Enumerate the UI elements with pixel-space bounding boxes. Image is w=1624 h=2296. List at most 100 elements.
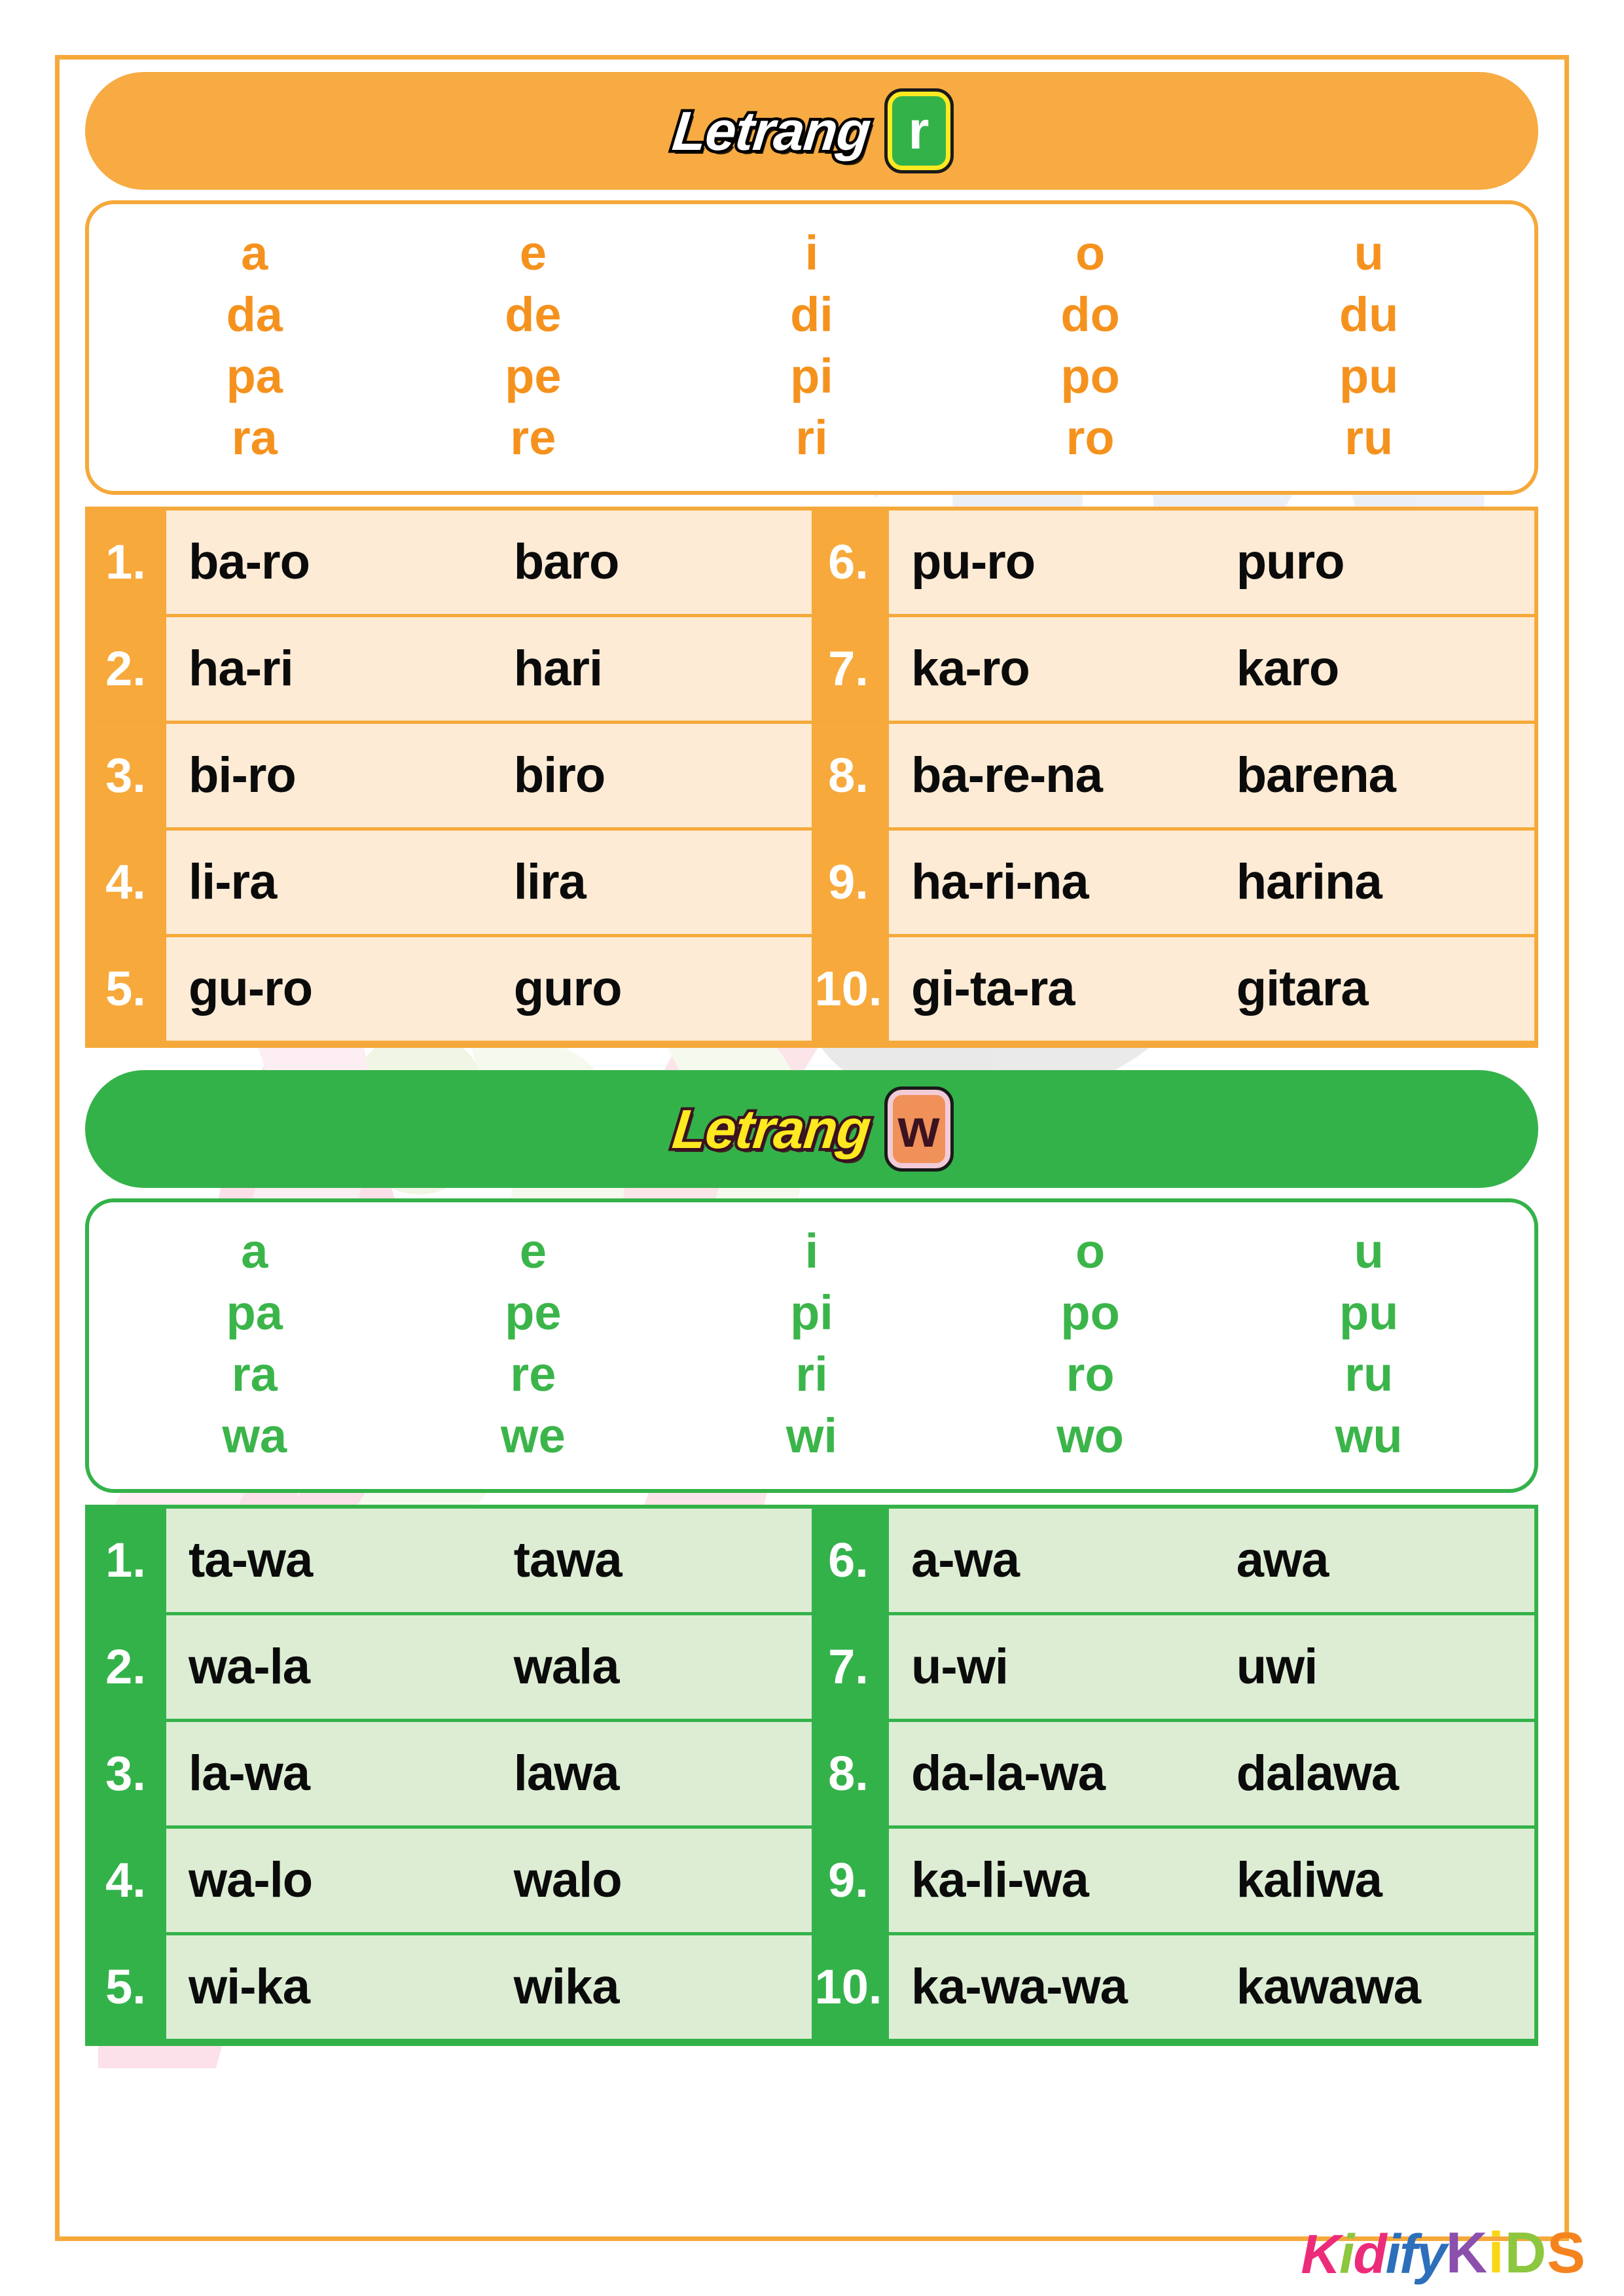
syllable-cell: ro [1066,410,1115,465]
row-number: 8. [812,1721,889,1825]
syllable-cell: o [1075,1223,1106,1278]
row-content: ka-li-wa kaliwa [889,1828,1534,1932]
syllable-row: da de di do du [115,284,1508,346]
brand-letter-k: K [1301,2223,1341,2285]
banner-title-w: Letrang [667,1095,876,1162]
table-row: 4. li-ra lira [89,830,812,937]
word-text: gitara [1236,960,1369,1016]
syllable-text: a-wa [911,1532,1020,1588]
word-text: guro [513,960,623,1016]
syllable-text: pu-ro [911,533,1036,590]
table-row: 4. wa-lo walo [89,1828,812,1935]
row-content: wi-ka wika [166,1935,812,2039]
row-number: 3. [89,1721,166,1825]
word-table-r-left: 1. ba-ro baro 2. ha-ri hari 3. [89,510,812,1044]
syllable-cell: ro [1066,1346,1115,1401]
section-letter-w: Letrang w a e i o u pa pe pi po pu ra re… [85,1069,1538,2046]
word-text: wala [513,1638,620,1695]
syllable-text: la-wa [189,1745,310,1801]
syllable-text: gi-ta-ra [911,960,1075,1016]
syllable-grid-r: a e i o u da de di do du pa pe pi po pu [85,200,1538,495]
row-number: 6. [812,1508,889,1612]
row-content: ka-ro karo [889,617,1534,721]
word-table-w: 1. ta-wa tawa 2. wa-la wala 3. [85,1504,1538,2046]
row-number: 9. [812,1828,889,1932]
syllable-cell: e [519,1223,547,1278]
table-row: 6. a-wa awa [812,1508,1534,1615]
syllable-cell: po [1060,348,1120,403]
row-number: 10. [812,937,889,1041]
word-text: tawa [513,1532,623,1588]
word-text: walo [513,1852,623,1908]
row-content: ha-ri hari [166,617,812,721]
brand-letter-d: d [1353,2223,1386,2285]
syllable-cell: re [510,410,556,465]
letter-badge-r: r [884,88,954,173]
table-row: 10. ka-wa-wa kawawa [812,1935,1534,2042]
word-text: kawawa [1236,1958,1421,2015]
syllable-cell: wa [222,1408,287,1463]
table-row: 5. gu-ro guro [89,937,812,1044]
syllable-row: a e i o u [115,1221,1508,1282]
word-text: uwi [1236,1638,1318,1695]
syllable-text: u-wi [911,1638,1009,1695]
syllable-cell: pe [505,1285,562,1340]
word-text: karo [1236,640,1340,696]
table-row: 2. ha-ri hari [89,617,812,724]
syllable-cell: de [505,287,562,342]
row-content: ba-re-na barena [889,723,1534,827]
brand-kids-k: K [1445,2220,1489,2285]
syllable-row: ra re ri ro ru [115,407,1508,469]
syllable-cell: ra [231,410,278,465]
row-number: 6. [812,510,889,614]
syllable-cell: da [226,287,283,342]
syllable-text: ta-wa [189,1532,313,1588]
word-text: biro [513,747,606,803]
table-row: 9. ka-li-wa kaliwa [812,1828,1534,1935]
syllable-cell: o [1075,226,1106,280]
row-content: pu-ro puro [889,510,1534,614]
row-number: 2. [89,1615,166,1719]
syllable-grid-w: a e i o u pa pe pi po pu ra re ri ro ru [85,1198,1538,1493]
table-row: 10. gi-ta-ra gitara [812,937,1534,1044]
syllable-cell: pa [226,348,283,403]
syllable-row: ra re ri ro ru [115,1344,1508,1405]
word-text: dalawa [1236,1745,1399,1801]
syllable-cell: pu [1339,348,1399,403]
word-text: kaliwa [1236,1852,1382,1908]
word-table-w-left: 1. ta-wa tawa 2. wa-la wala 3. [89,1508,812,2042]
table-row: 7. ka-ro karo [812,617,1534,724]
row-content: gu-ro guro [166,937,812,1041]
syllable-cell: ru [1344,1346,1394,1401]
syllable-cell: a [241,1223,268,1278]
syllable-text: ka-li-wa [911,1852,1089,1908]
syllable-row: wa we wi wo wu [115,1405,1508,1467]
syllable-cell: ru [1344,410,1394,465]
syllable-text: gu-ro [189,960,313,1016]
row-content: ka-wa-wa kawawa [889,1935,1534,2039]
table-row: 3. bi-ro biro [89,723,812,831]
syllable-cell: pe [505,348,562,403]
word-text: puro [1236,533,1345,590]
brand-letter-i1: i [1339,2223,1354,2285]
row-number: 10. [812,1935,889,2039]
syllable-text: wa-la [189,1638,310,1695]
syllable-cell: wu [1335,1408,1403,1463]
row-content: ha-ri-na harina [889,830,1534,934]
row-number: 5. [89,1935,166,2039]
row-number: 8. [812,723,889,827]
syllable-cell: a [241,226,268,280]
syllable-cell: do [1060,287,1120,342]
brand-kids: KiDS [1446,2224,1586,2282]
word-table-w-right: 6. a-wa awa 7. u-wi uwi 8. da [812,1508,1534,2042]
brand-kidify: Kidify [1301,2227,1447,2282]
syllable-row: pa pe pi po pu [115,1282,1508,1344]
row-content: a-wa awa [889,1508,1534,1612]
row-content: gi-ta-ra gitara [889,937,1534,1041]
syllable-cell: ri [795,1346,828,1401]
row-content: wa-la wala [166,1615,812,1719]
table-row: 1. ta-wa tawa [89,1508,812,1615]
row-content: bi-ro biro [166,723,812,827]
brand-kids-d: D [1504,2220,1547,2285]
syllable-row: pa pe pi po pu [115,346,1508,407]
